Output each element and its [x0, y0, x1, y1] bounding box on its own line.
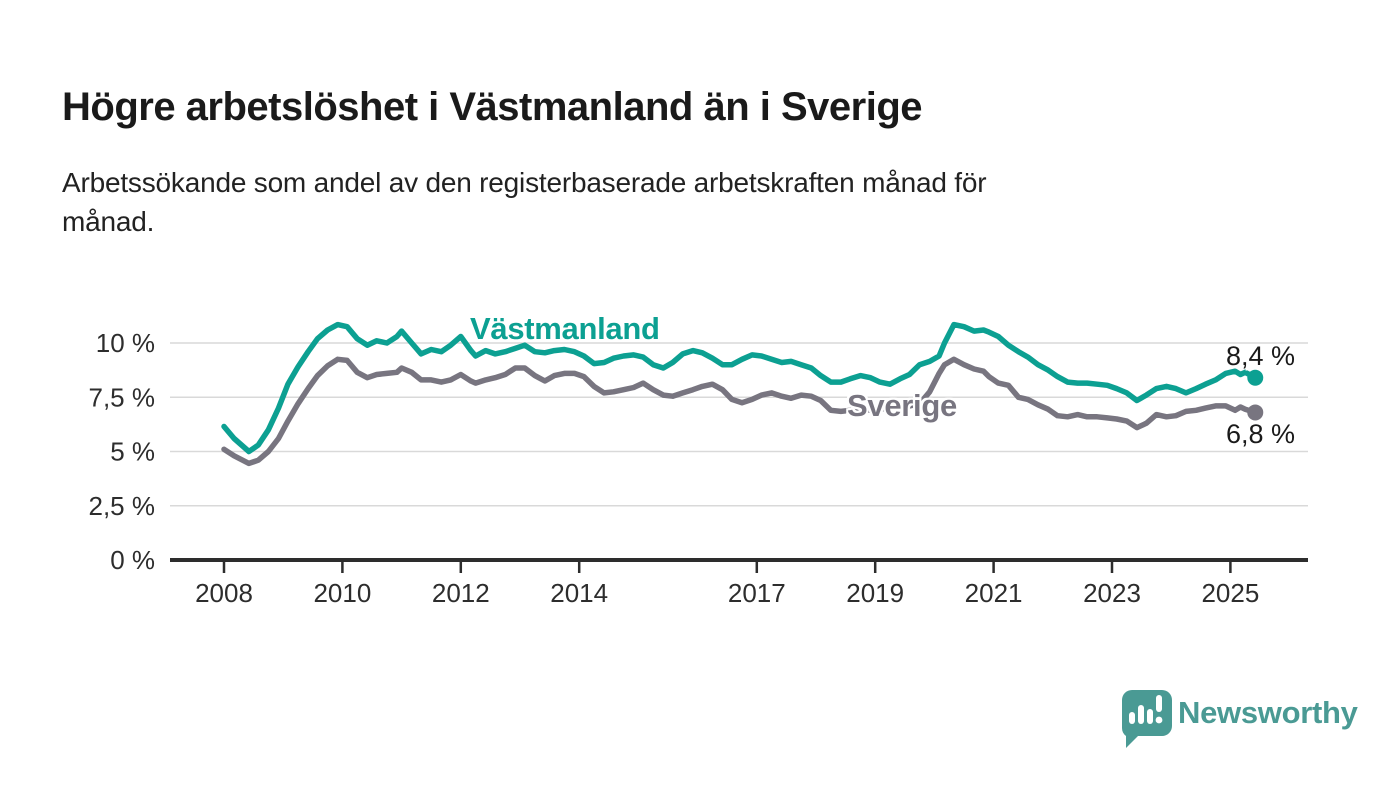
exclamation-bar: [1156, 695, 1162, 712]
series-end-dot-västmanland: [1247, 369, 1264, 386]
page-title: Högre arbetslöshet i Västmanland än i Sv…: [62, 84, 923, 129]
y-tick-label-5: 5 %: [110, 437, 155, 467]
series-label-sverige: Sverige: [847, 388, 957, 423]
series-line-sverige: [221, 356, 1259, 467]
chart-subtitle: Arbetssökande som andel av den registerb…: [62, 163, 1322, 241]
x-tick-label-2008: 2008: [195, 578, 253, 608]
series-label-vastmanland: Västmanland: [470, 311, 660, 346]
bar-1: [1129, 712, 1135, 724]
y-tick-label-0: 0 %: [110, 545, 155, 575]
newsworthy-logo-icon: [1122, 690, 1172, 748]
x-tick-label-2017: 2017: [728, 578, 786, 608]
x-tick-label-2025: 2025: [1201, 578, 1259, 608]
y-tick-label-7.5: 7,5 %: [89, 382, 156, 412]
newsworthy-logo: Newsworthy: [1118, 686, 1358, 752]
end-value-label-sverige: 6,8 %: [1226, 419, 1296, 449]
bar-2: [1138, 705, 1144, 724]
end-value-label-vastmanland: 8,4 %: [1226, 341, 1296, 371]
subtitle-line-2: månad.: [62, 206, 155, 237]
x-tick-label-2021: 2021: [965, 578, 1023, 608]
x-tick-label-2019: 2019: [846, 578, 904, 608]
y-tick-label-10: 10 %: [96, 328, 155, 358]
x-tick-label-2010: 2010: [313, 578, 371, 608]
newsworthy-logo-text: Newsworthy: [1178, 695, 1358, 730]
bar-3: [1147, 709, 1153, 724]
y-tick-label-2.5: 2,5 %: [89, 491, 156, 521]
exclamation-dot: [1155, 716, 1163, 724]
x-tick-label-2012: 2012: [432, 578, 490, 608]
series-end-dot-sverige: [1247, 404, 1264, 421]
x-tick-label-2023: 2023: [1083, 578, 1141, 608]
x-tick-label-2014: 2014: [550, 578, 608, 608]
series-line-västmanland: [221, 321, 1259, 455]
subtitle-line-1: Arbetssökande som andel av den registerb…: [62, 167, 987, 198]
